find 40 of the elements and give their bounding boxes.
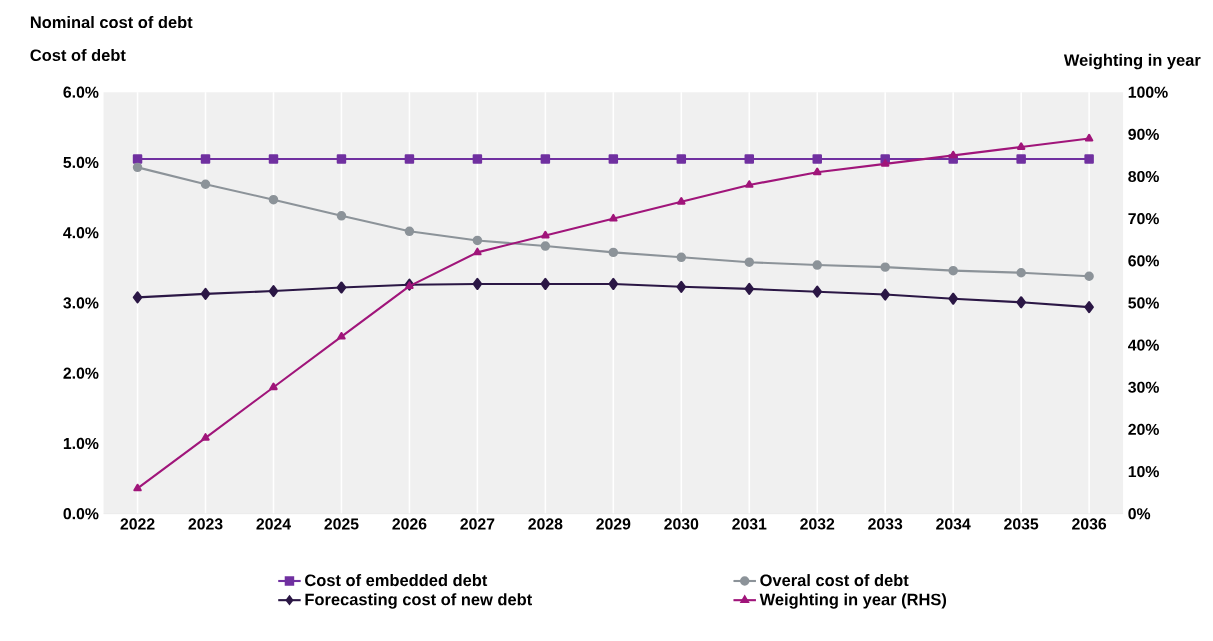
legend-label: Overal cost of debt [760,573,909,587]
y2-tick-label: 60% [1128,255,1159,267]
x-tick-label: 2026 [392,518,427,530]
y2-tick-label: 100% [1128,86,1168,98]
x-tick-label: 2028 [528,518,563,530]
y-tick-label: 6.0% [63,86,99,98]
y2-tick-label: 30% [1128,381,1159,393]
x-tick-label: 2029 [596,518,631,530]
x-tick-label: 2022 [120,518,155,530]
x-tick-label: 2032 [800,518,835,530]
x-tick-label: 2034 [936,518,971,530]
y2-tick-label: 10% [1128,465,1159,478]
legend-label: Weighting in year (RHS) [759,593,947,609]
y-tick-label: 3.0% [63,297,99,309]
y2-tick-label: 40% [1128,339,1159,351]
y2-tick-label: 50% [1128,297,1159,309]
x-tick-label: 2023 [188,518,223,530]
x-tick-label: 2031 [732,518,767,530]
y2-tick-label: 20% [1128,423,1159,435]
legend-label: Forecasting cost of new debt [305,593,532,609]
x-tick-label: 2027 [460,518,495,530]
y-tick-label: 4.0% [63,227,99,239]
x-tick-label: 2033 [868,518,903,530]
y2-tick-label: 70% [1128,212,1159,225]
y2-tick-label: 90% [1128,128,1159,140]
x-tick-label: 2024 [256,518,291,530]
chart-title: Nominal cost of debt [30,15,193,29]
y2-axis-title: Weighting in year [1063,53,1201,70]
y-tick-label: 0.0% [63,508,99,520]
x-tick-label: 2035 [1004,518,1039,530]
y-tick-label: 5.0% [63,156,99,168]
x-tick-label: 2036 [1072,518,1107,530]
y-tick-label: 1.0% [63,437,99,449]
y-axis-title: Cost of debt [30,48,126,61]
legend-label: Cost of embedded debt [305,573,488,587]
x-tick-label: 2025 [324,518,359,530]
y-tick-label: 2.0% [63,367,99,379]
y2-tick-label: 80% [1128,170,1159,183]
x-tick-label: 2030 [664,518,699,530]
y2-tick-label: 0% [1128,508,1151,520]
